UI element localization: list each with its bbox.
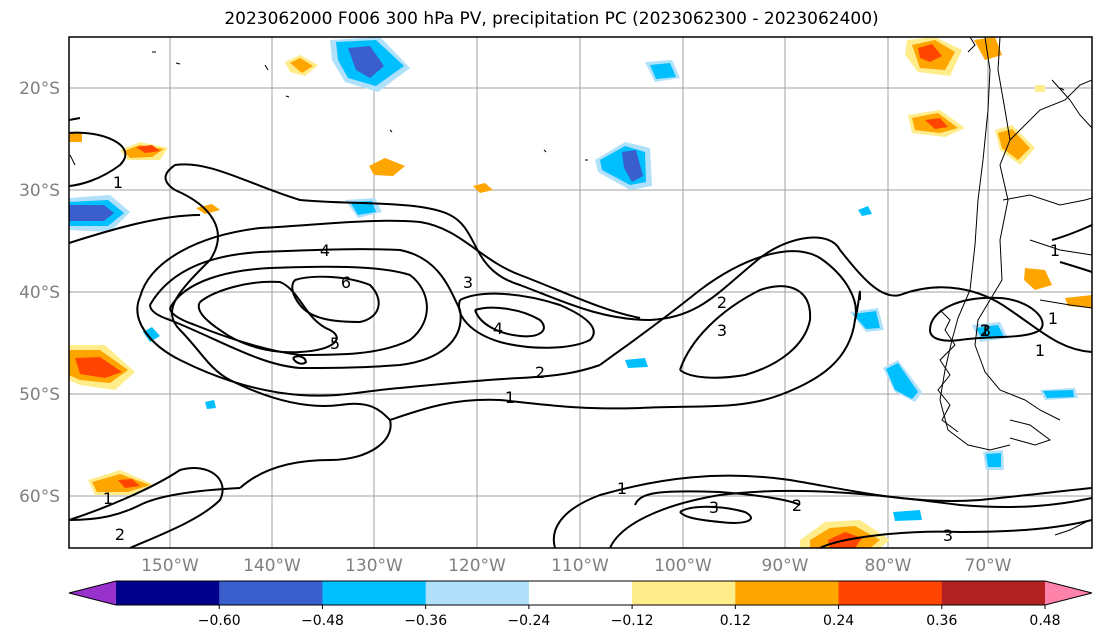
longitude-label: 100°W — [654, 556, 712, 576]
map-title: 2023062000 F006 300 hPa PV, precipitatio… — [224, 9, 879, 29]
contour-label: 2 — [115, 525, 125, 544]
contour-label: 3 — [709, 498, 719, 517]
contour-label: 1 — [1048, 309, 1058, 328]
contour-label: 2 — [980, 321, 990, 340]
latitude-labels: 20°S 30°S 40°S 50°S 60°S — [19, 79, 60, 507]
colorbar: −0.60 −0.48 −0.36 −0.24 −0.12 0.12 0.24 0.36 0.4… — [68, 580, 1093, 629]
colorbar-tick-label: 0.36 — [926, 613, 957, 629]
longitude-label: 120°W — [448, 556, 506, 576]
colorbar-extend-high — [1045, 581, 1092, 605]
colorbar-tick-label: −0.48 — [301, 613, 344, 629]
contour-label: 4 — [320, 241, 330, 260]
colorbar-segment — [941, 581, 1046, 605]
longitude-label: 90°W — [762, 556, 809, 576]
colorbar-tick-label: −0.36 — [404, 613, 447, 629]
longitude-label: 80°W — [865, 556, 912, 576]
longitude-label: 130°W — [345, 556, 403, 576]
colorbar-extend-low — [69, 581, 116, 605]
colorbar-tick-label: −0.12 — [611, 613, 654, 629]
colorbar-segment — [528, 581, 633, 605]
colorbar-segment — [632, 581, 736, 605]
contour-label: 3 — [943, 526, 953, 545]
contour-label: 1 — [505, 388, 515, 407]
contour-label: 2 — [717, 293, 727, 312]
colorbar-tick-label: 0.48 — [1029, 613, 1060, 629]
contour-label: 1 — [113, 173, 123, 192]
latitude-label: 40°S — [19, 283, 60, 303]
contour-label: 1 — [617, 479, 627, 498]
contour-label: 3 — [717, 321, 727, 340]
colorbar-segment — [116, 581, 220, 605]
contour-label: 6 — [341, 273, 351, 292]
latitude-label: 20°S — [19, 79, 60, 99]
pv-contours — [69, 117, 1092, 548]
coastlines — [937, 37, 1092, 536]
latitude-label: 50°S — [19, 385, 60, 405]
precip-positive-patches — [69, 37, 1092, 548]
contour-label: 1 — [1050, 241, 1060, 260]
colorbar-tick-label: 0.12 — [720, 613, 751, 629]
contour-label: 2 — [792, 496, 802, 515]
contour-label: 1 — [1035, 341, 1045, 360]
latitude-label: 30°S — [19, 181, 60, 201]
colorbar-tick-label: −0.60 — [198, 613, 241, 629]
colorbar-tick-label: −0.24 — [507, 613, 550, 629]
longitude-label: 70°W — [965, 556, 1012, 576]
colorbar-segment — [425, 581, 530, 605]
small-islands — [69, 51, 1065, 166]
contour-label: 4 — [493, 319, 503, 338]
colorbar-segment — [219, 581, 323, 605]
contour-label: 1 — [103, 489, 113, 508]
map-frame — [68, 36, 1093, 549]
contour-label: 3 — [981, 321, 991, 340]
contour-label: 1 — [980, 321, 990, 340]
contour-label: 2 — [535, 363, 545, 382]
longitude-label: 110°W — [551, 556, 609, 576]
colorbar-tick-label: 0.24 — [823, 613, 854, 629]
colorbar-segment — [322, 581, 427, 605]
longitude-labels: 150°W 140°W 130°W 120°W 110°W 100°W 90°W 80°W 70… — [141, 556, 1012, 576]
contour-label: 5 — [330, 334, 340, 353]
colorbar-segment — [735, 581, 840, 605]
latitude-label: 60°S — [19, 487, 60, 507]
longitude-label: 150°W — [141, 556, 199, 576]
contour-label: 3 — [463, 273, 473, 292]
longitude-label: 140°W — [243, 556, 301, 576]
colorbar-outline — [68, 580, 1093, 606]
colorbar-segment — [838, 581, 943, 605]
